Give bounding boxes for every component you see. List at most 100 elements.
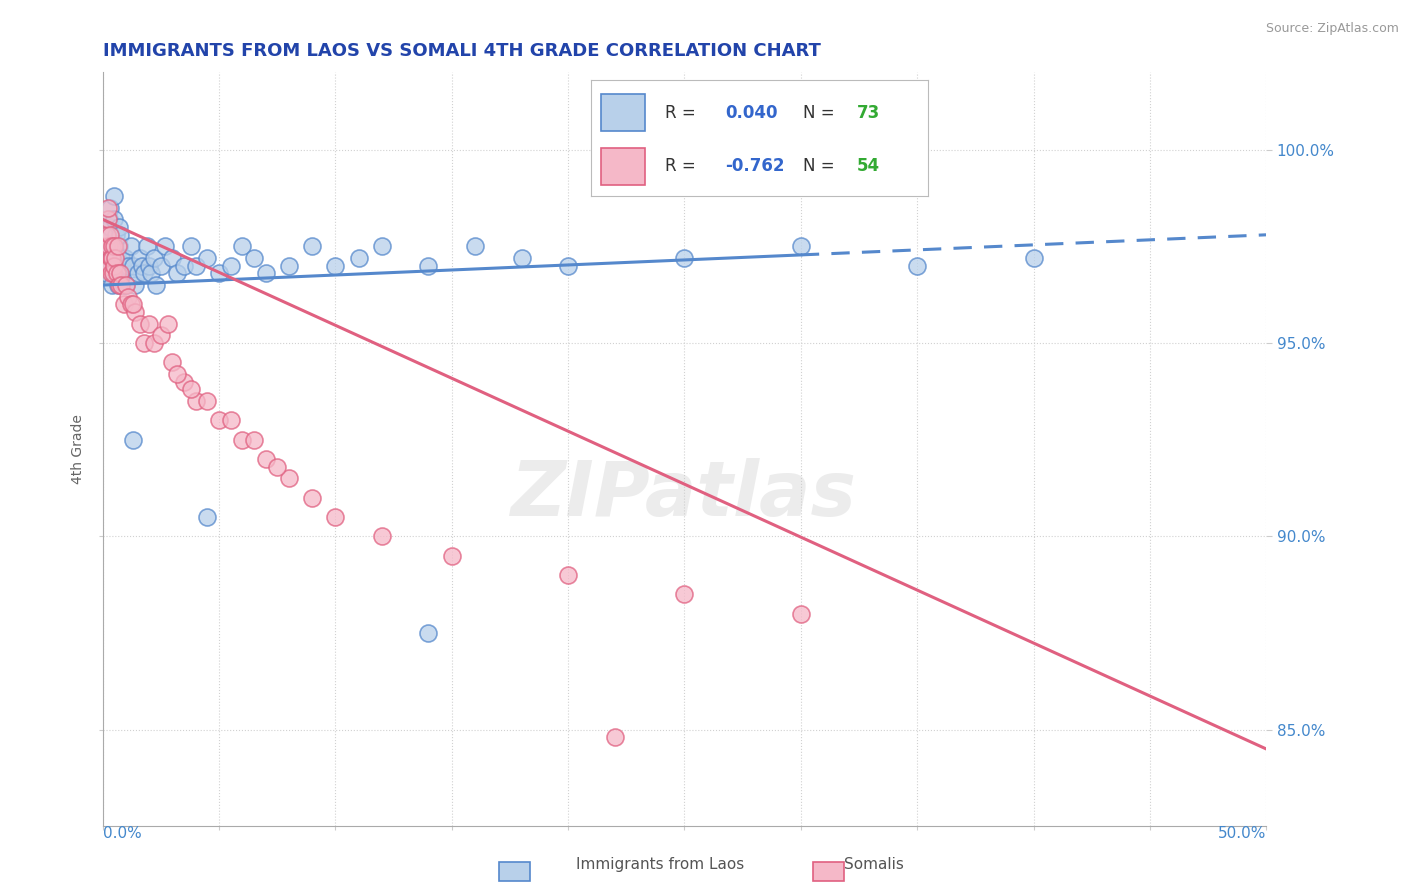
Point	[101, 239, 124, 253]
Point	[195, 251, 218, 265]
Point	[156, 317, 179, 331]
Point	[138, 259, 160, 273]
Point	[1022, 251, 1045, 265]
Point	[108, 239, 131, 253]
Point	[107, 278, 129, 293]
Text: 54: 54	[858, 157, 880, 175]
Point	[121, 297, 143, 311]
Point	[94, 239, 117, 253]
Point	[103, 239, 125, 253]
Point	[134, 336, 156, 351]
Point	[141, 267, 163, 281]
Point	[131, 259, 153, 273]
Point	[115, 278, 138, 293]
Point	[142, 336, 165, 351]
Point	[98, 259, 121, 273]
Point	[111, 259, 134, 273]
Point	[510, 251, 533, 265]
Y-axis label: 4th Grade: 4th Grade	[72, 415, 86, 484]
Text: Somalis: Somalis	[844, 857, 904, 872]
Point	[231, 433, 253, 447]
Point	[110, 278, 132, 293]
Point	[243, 433, 266, 447]
Point	[115, 278, 138, 293]
Text: 50.0%: 50.0%	[1218, 826, 1267, 841]
Text: 0.040: 0.040	[725, 103, 778, 121]
Point	[98, 201, 121, 215]
Point	[155, 239, 177, 253]
Point	[103, 189, 125, 203]
Point	[557, 568, 579, 582]
Point	[219, 413, 242, 427]
Point	[127, 267, 149, 281]
Point	[790, 607, 813, 621]
Text: ZIPatlas: ZIPatlas	[512, 458, 858, 532]
Point	[180, 239, 202, 253]
Point	[149, 328, 172, 343]
Point	[243, 251, 266, 265]
Point	[208, 413, 231, 427]
Point	[277, 259, 299, 273]
Point	[101, 251, 124, 265]
Point	[195, 394, 218, 409]
Text: R =: R =	[665, 157, 696, 175]
Point	[162, 251, 184, 265]
Point	[371, 529, 394, 543]
Point	[104, 239, 127, 253]
Point	[98, 220, 121, 235]
Point	[120, 297, 142, 311]
Point	[790, 239, 813, 253]
Point	[219, 259, 242, 273]
Point	[100, 239, 122, 253]
Point	[166, 267, 188, 281]
Point	[117, 290, 139, 304]
Point	[107, 239, 129, 253]
Text: 73: 73	[858, 103, 880, 121]
Point	[138, 317, 160, 331]
Point	[98, 212, 121, 227]
Point	[105, 251, 128, 265]
Point	[347, 251, 370, 265]
Text: N =: N =	[803, 157, 835, 175]
Point	[440, 549, 463, 563]
Point	[114, 251, 136, 265]
Text: R =: R =	[665, 103, 696, 121]
Point	[94, 267, 117, 281]
Text: IMMIGRANTS FROM LAOS VS SOMALI 4TH GRADE CORRELATION CHART: IMMIGRANTS FROM LAOS VS SOMALI 4TH GRADE…	[103, 42, 821, 60]
Point	[254, 267, 277, 281]
Point	[905, 259, 928, 273]
Point	[112, 278, 135, 293]
Point	[145, 278, 167, 293]
Point	[418, 259, 440, 273]
Point	[149, 259, 172, 273]
Point	[121, 433, 143, 447]
Point	[108, 227, 131, 242]
FancyBboxPatch shape	[600, 147, 644, 185]
Point	[371, 239, 394, 253]
Point	[418, 626, 440, 640]
Point	[107, 259, 129, 273]
Point	[98, 239, 121, 253]
Point	[121, 259, 143, 273]
Point	[96, 239, 118, 253]
Point	[166, 367, 188, 381]
Point	[325, 510, 347, 524]
Point	[108, 220, 131, 235]
Point	[103, 212, 125, 227]
Point	[108, 278, 131, 293]
Point	[128, 251, 150, 265]
Point	[117, 259, 139, 273]
Point	[96, 251, 118, 265]
Point	[173, 259, 195, 273]
Point	[673, 251, 696, 265]
Point	[134, 267, 156, 281]
Point	[98, 227, 121, 242]
Point	[184, 394, 207, 409]
Point	[120, 239, 142, 253]
Point	[97, 227, 120, 242]
Point	[254, 452, 277, 467]
Point	[301, 239, 323, 253]
Point	[105, 227, 128, 242]
Point	[100, 251, 122, 265]
Point	[301, 491, 323, 505]
